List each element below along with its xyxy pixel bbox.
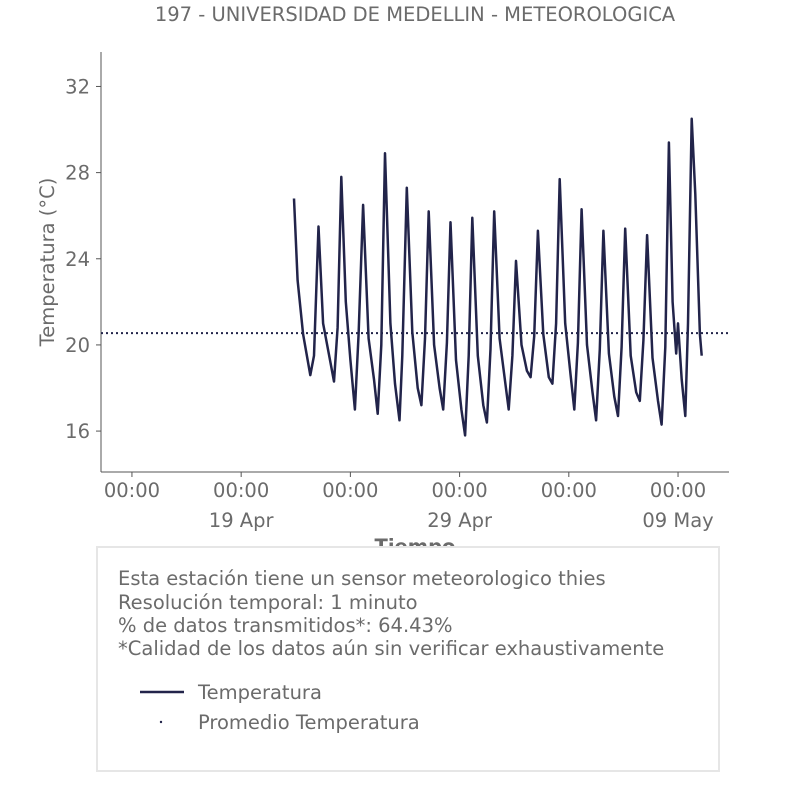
chart: 197 - UNIVERSIDAD DE MEDELLIN - METEOROL… (36, 3, 729, 546)
legend-label-temperatura: Temperatura (198, 681, 322, 704)
chart-title: 197 - UNIVERSIDAD DE MEDELLIN - METEOROL… (155, 3, 676, 26)
info-line-transmitted: % de datos transmitidos*: 64.43% (118, 614, 453, 637)
y-tick-label: 20 (65, 334, 90, 357)
y-tick-label: 16 (65, 420, 90, 443)
info-box: Esta estación tiene un sensor meteorolog… (96, 546, 720, 772)
info-line-resolution: Resolución temporal: 1 minuto (118, 591, 418, 614)
y-tick-label: 32 (65, 75, 90, 98)
y-tick-label: 28 (65, 162, 90, 185)
x-tick-label: 00:00 (431, 479, 487, 502)
x-tick-label: 00:00 (322, 479, 378, 502)
x-tick-date-label: 09 May (642, 509, 713, 532)
x-tick-date-label: 19 Apr (209, 509, 275, 532)
y-tick-label: 24 (65, 248, 90, 271)
x-ticks: 00:00 00:00 19 Apr 00:00 00:00 29 Apr 00:00 00:… (104, 472, 714, 532)
x-axis-label: Tiempo (375, 535, 456, 546)
y-ticks: 16 20 24 28 32 (65, 75, 101, 443)
x-tick-label: 00:00 (541, 479, 597, 502)
legend-label-promedio: Promedio Temperatura (198, 711, 420, 734)
legend-swatch-temperatura (140, 690, 184, 694)
info-line-station: Esta estación tiene un sensor meteorolog… (118, 567, 606, 590)
series-layer (101, 117, 729, 437)
y-axis-label: Temperatura (°C) (36, 178, 59, 348)
x-tick-label: 00:00 (650, 479, 706, 502)
series-line-temperatura (292, 117, 703, 437)
x-tick-date-label: 29 Apr (427, 509, 493, 532)
x-tick-label: 00:00 (213, 479, 269, 502)
x-tick-label: 00:00 (104, 479, 160, 502)
legend-swatch-promedio (159, 720, 163, 724)
info-line-quality: *Calidad de los datos aún sin verificar … (118, 637, 665, 660)
